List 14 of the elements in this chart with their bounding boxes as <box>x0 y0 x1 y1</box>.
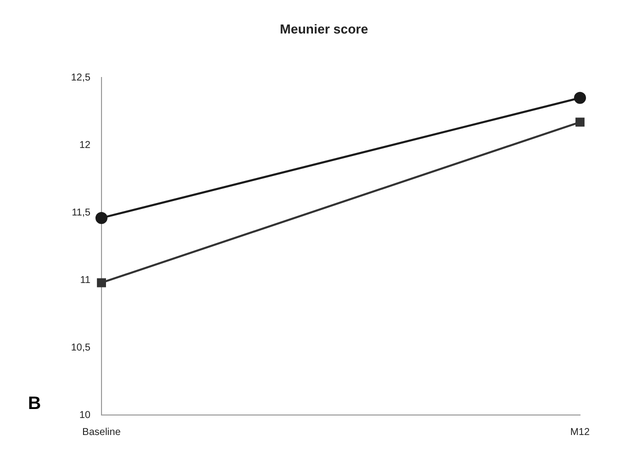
y-tick-label: 10,5 <box>70 342 91 354</box>
y-tick-label: 12,5 <box>70 72 91 84</box>
annotation: B <box>28 393 41 414</box>
x-tick-label: Baseline <box>82 426 122 438</box>
x-tick-label: M12 <box>570 426 590 438</box>
y-tick-label: 11,5 <box>72 207 91 218</box>
y-tick-label: 12 <box>79 140 91 151</box>
point <box>95 212 108 224</box>
y-tick-label: 10 <box>79 410 91 421</box>
y-tick-label: 11 <box>80 274 91 286</box>
point <box>575 118 585 127</box>
point <box>574 92 586 104</box>
chart-title: Meunier score <box>280 21 368 36</box>
point <box>96 278 106 288</box>
